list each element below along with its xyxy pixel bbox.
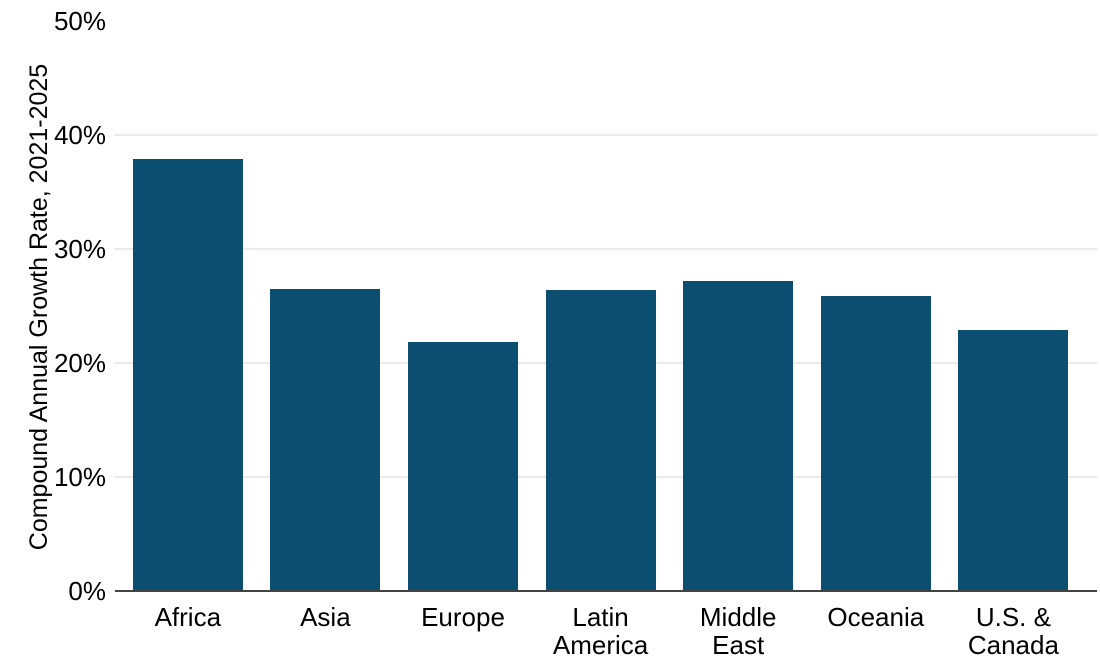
y-tick-label: 0%	[68, 576, 106, 606]
y-tick-label: 20%	[53, 348, 106, 378]
bar	[683, 280, 794, 591]
gridline	[115, 134, 1097, 136]
x-category-label: U.S. & Canada	[967, 602, 1059, 660]
y-tick-label: 50%	[53, 6, 106, 36]
x-category-label: Europe	[421, 602, 505, 632]
gridline	[115, 248, 1097, 250]
y-tick-label: 40%	[53, 120, 106, 150]
y-tick-label: 30%	[53, 234, 106, 264]
bar	[545, 290, 656, 591]
x-category-label: Oceania	[827, 602, 925, 632]
x-category-label: Middle East	[699, 602, 777, 660]
x-category-label: Africa	[154, 602, 222, 632]
x-category-label: Asia	[300, 602, 351, 632]
x-axis-line	[115, 590, 1097, 592]
bar	[270, 288, 381, 591]
bar	[820, 295, 931, 591]
bar	[132, 158, 243, 591]
bar	[958, 329, 1069, 591]
y-tick-label: 10%	[53, 462, 106, 492]
x-category-label: Latin America	[552, 602, 649, 660]
bar	[408, 342, 518, 591]
